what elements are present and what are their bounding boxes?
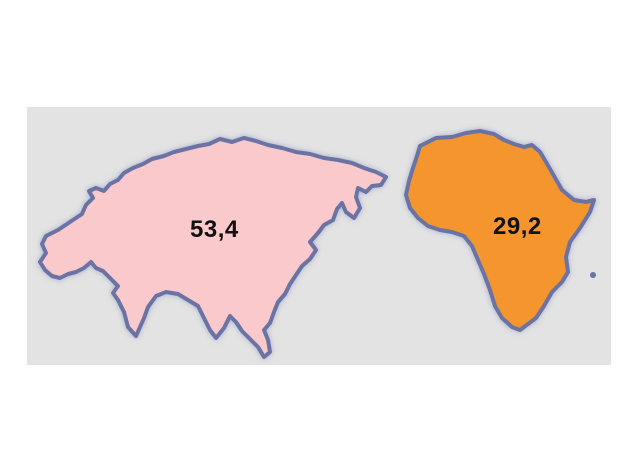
- eurasia-landmass: [38, 136, 388, 359]
- africa-landmass: [404, 129, 596, 332]
- island-dot: [590, 272, 596, 278]
- eurasia-value-label: 53,4: [190, 216, 239, 243]
- africa-value-label: 29,2: [493, 213, 542, 240]
